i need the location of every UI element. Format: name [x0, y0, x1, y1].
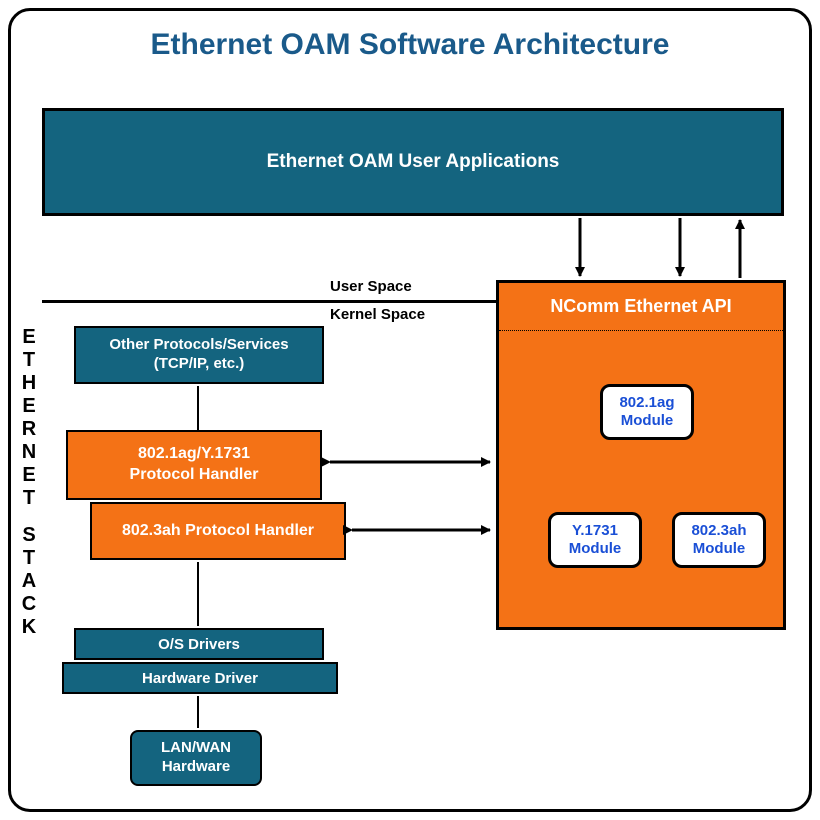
diagram-title: Ethernet OAM Software Architecture: [0, 28, 820, 62]
box-os-drivers-label: O/S Drivers: [158, 636, 240, 653]
label-ethernet-stack: ETHERNET STACK: [18, 326, 40, 639]
box-os-drivers: O/S Drivers: [74, 628, 324, 660]
api-panel-header-label: NComm Ethernet API: [550, 296, 731, 317]
box-user-applications-label: Ethernet OAM User Applications: [267, 151, 560, 173]
box-user-applications: Ethernet OAM User Applications: [42, 108, 784, 216]
api-panel-header: NComm Ethernet API: [499, 283, 783, 331]
box-other-protocols-line1: Other Protocols/Services: [109, 336, 288, 355]
box-protocol-3ah: 802.3ah Protocol Handler: [90, 502, 346, 560]
box-hw-driver-label: Hardware Driver: [142, 670, 258, 687]
module-y1731-line1: Y.1731: [572, 522, 618, 540]
box-protocol-3ah-label: 802.3ah Protocol Handler: [122, 522, 314, 540]
module-802-1ag-line2: Module: [621, 412, 674, 430]
box-other-protocols-line2: (TCP/IP, etc.): [154, 355, 245, 374]
module-802-3ah: 802.3ah Module: [672, 512, 766, 568]
module-y1731-line2: Module: [569, 540, 622, 558]
box-api-panel: NComm Ethernet API: [496, 280, 786, 630]
module-802-1ag: 802.1ag Module: [600, 384, 694, 440]
box-lan-wan-line2: Hardware: [162, 758, 230, 777]
module-y1731: Y.1731 Module: [548, 512, 642, 568]
box-lan-wan-line1: LAN/WAN: [161, 739, 231, 758]
space-divider: [42, 300, 496, 303]
module-802-3ah-line2: Module: [693, 540, 746, 558]
module-802-3ah-line1: 802.3ah: [691, 522, 746, 540]
module-802-1ag-line1: 802.1ag: [619, 394, 674, 412]
box-hw-driver: Hardware Driver: [62, 662, 338, 694]
box-protocol-1ag-line2: Protocol Handler: [130, 465, 259, 486]
box-protocol-1ag-line1: 802.1ag/Y.1731: [138, 444, 250, 465]
box-other-protocols: Other Protocols/Services (TCP/IP, etc.): [74, 326, 324, 384]
box-protocol-1ag: 802.1ag/Y.1731 Protocol Handler: [66, 430, 322, 500]
label-user-space: User Space: [330, 278, 412, 295]
box-lan-wan: LAN/WAN Hardware: [130, 730, 262, 786]
diagram-canvas: Ethernet OAM Software Architecture Ether…: [0, 0, 820, 820]
label-kernel-space: Kernel Space: [330, 306, 425, 323]
